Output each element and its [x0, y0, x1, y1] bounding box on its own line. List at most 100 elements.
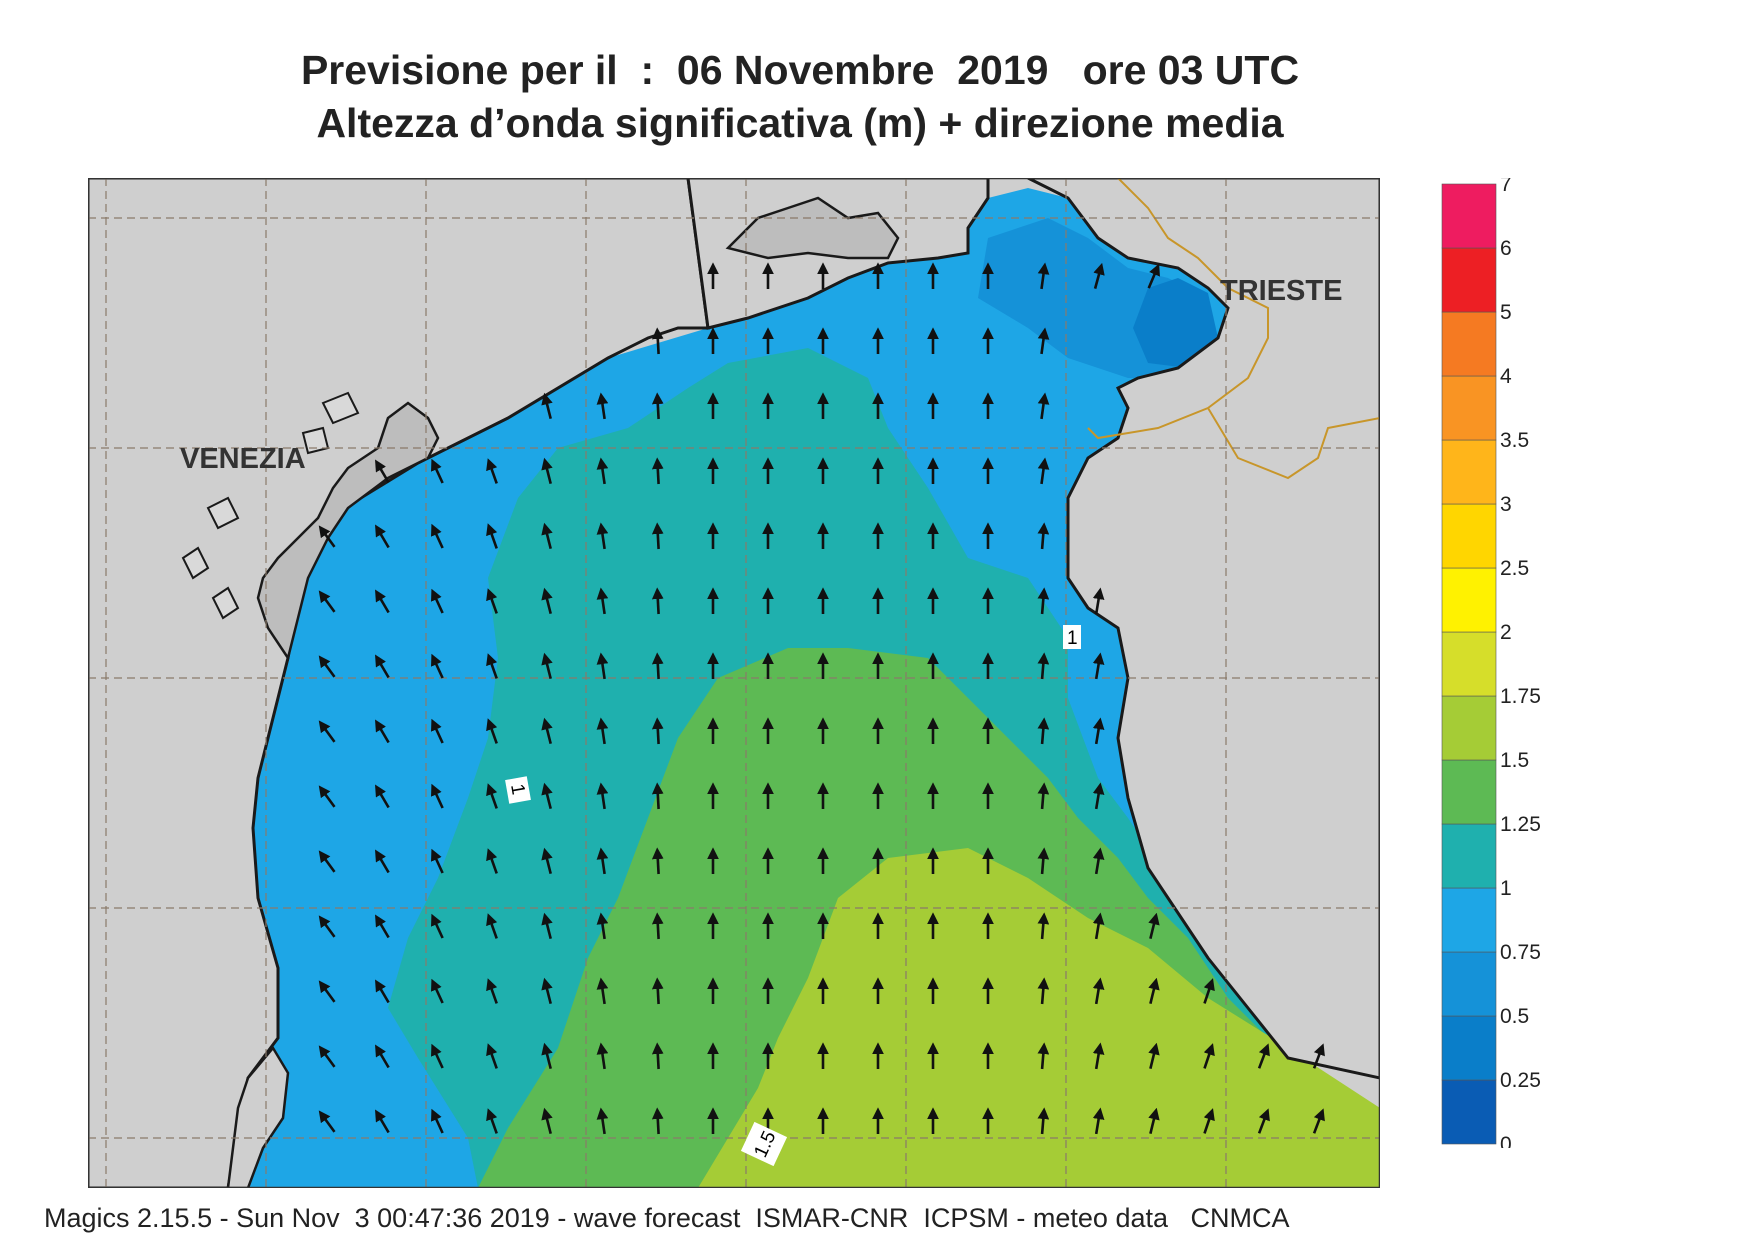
legend-label: 1.25 [1500, 813, 1541, 836]
wave-direction-arrow [651, 1042, 664, 1070]
wave-direction-arrow [1037, 262, 1050, 290]
wave-direction-arrow [431, 588, 444, 614]
wave-direction-arrow [651, 587, 664, 615]
legend-label: 3.5 [1500, 429, 1529, 452]
wave-direction-arrow [596, 522, 609, 550]
wave-direction-arrow [1037, 717, 1050, 745]
legend-swatch [1441, 567, 1497, 633]
wave-direction-arrow [1312, 1043, 1325, 1069]
legend-label: 5 [1500, 301, 1512, 324]
wave-direction-arrow [375, 459, 390, 484]
wave-direction-arrow [541, 1042, 553, 1070]
border-line [1087, 178, 1380, 480]
wave-direction-arrow [1092, 847, 1105, 875]
legend-label: 4 [1500, 365, 1512, 388]
legend-label: 6 [1500, 237, 1512, 260]
wave-direction-arrow [486, 913, 498, 939]
wave-direction-arrow [431, 653, 444, 679]
wave-direction-arrow [1092, 1107, 1105, 1135]
contour-label-1-west: 1 [505, 776, 531, 804]
wave-direction-arrow [651, 652, 664, 680]
wave-direction-arrow [318, 980, 336, 1003]
wave-direction-arrow [318, 525, 336, 548]
wave-direction-arrow [651, 1107, 664, 1135]
wave-direction-arrow [651, 327, 664, 355]
wave-direction-arrow [318, 785, 336, 808]
grid-lines [88, 178, 1380, 1188]
legend-swatch [1441, 759, 1497, 825]
wave-direction-arrow [486, 588, 498, 614]
wave-direction-arrow [1148, 912, 1160, 940]
wave-direction-arrow [431, 913, 444, 939]
wave-direction-arrow [1037, 522, 1050, 550]
wave-direction-arrow [431, 523, 444, 549]
wave-direction-arrow [596, 912, 609, 940]
wave-direction-arrow [375, 784, 390, 809]
wave-direction-arrow [375, 849, 390, 874]
legend-swatch [1441, 1079, 1497, 1145]
wave-direction-arrow [541, 522, 553, 550]
wave-direction-arrow [318, 655, 336, 678]
wave-direction-arrows [318, 262, 1325, 1135]
city-label-venezia: VENEZIA [180, 443, 306, 475]
wave-direction-arrow [1092, 1042, 1105, 1070]
legend-swatch [1441, 1015, 1497, 1081]
wave-direction-arrow [541, 782, 553, 810]
wave-direction-arrow [1092, 652, 1105, 680]
wave-direction-arrow [651, 392, 664, 420]
wave-direction-arrow [541, 912, 553, 940]
legend-swatch [1441, 951, 1497, 1017]
wave-direction-arrow [1257, 1043, 1270, 1069]
legend-label: 0.5 [1500, 1005, 1529, 1028]
wave-direction-arrow [1037, 587, 1050, 615]
contour-label-1-east: 1 [1063, 625, 1081, 649]
wave-direction-arrow [1037, 457, 1050, 485]
wave-direction-arrow [431, 1108, 444, 1134]
wave-direction-arrow [1092, 977, 1105, 1005]
wave-direction-arrow [596, 977, 609, 1005]
lagoon-islands [181, 391, 360, 620]
wave-direction-arrow [1092, 587, 1105, 615]
wave-direction-arrow [596, 392, 609, 420]
wave-direction-arrow [541, 457, 553, 485]
wave-direction-arrow [486, 718, 498, 744]
svg-text:1: 1 [1067, 628, 1078, 649]
wave-direction-arrow [1312, 1108, 1325, 1134]
wave-direction-arrow [651, 977, 664, 1005]
wave-direction-arrow [318, 1045, 336, 1068]
wave-direction-arrow [431, 783, 444, 809]
map-frame [88, 178, 1380, 1188]
wave-direction-arrow [375, 654, 390, 679]
wave-direction-arrow [486, 653, 498, 679]
wave-direction-arrow [541, 652, 553, 680]
wave-direction-arrow [1147, 263, 1160, 289]
wave-direction-arrow [486, 523, 498, 549]
wave-direction-arrow [1148, 977, 1160, 1005]
wave-direction-arrow [541, 587, 553, 615]
contour-label-1.5: 1.5 [740, 1121, 788, 1167]
wave-direction-arrow [486, 1108, 498, 1134]
legend-swatch [1441, 183, 1497, 249]
wave-direction-arrow [541, 847, 553, 875]
wave-direction-arrow [375, 1044, 390, 1069]
wave-direction-arrow [1148, 1042, 1160, 1070]
wave-direction-arrow [651, 717, 664, 745]
legend-label: 2 [1500, 621, 1512, 644]
wave-direction-arrow [651, 522, 664, 550]
wave-direction-arrow [596, 587, 609, 615]
legend-label: 7 [1500, 178, 1512, 196]
wave-direction-arrow [651, 782, 664, 810]
shade-1.5 [698, 848, 1380, 1188]
wave-direction-arrow [318, 590, 336, 613]
wave-direction-arrow [486, 783, 498, 809]
wave-direction-arrow [486, 978, 498, 1004]
wave-direction-arrow [541, 392, 553, 420]
wave-direction-arrow [1037, 782, 1050, 810]
color-legend: 0 0.25 0.5 0.75 1 1.25 1.5 1.75 2 2.5 3 3.5 4 5 6 7 [1441, 178, 1541, 1148]
wave-direction-arrow [375, 1109, 390, 1134]
legend-label: 1.5 [1500, 749, 1529, 772]
wave-direction-arrow [318, 850, 336, 873]
legend-label: 0 [1500, 1133, 1512, 1148]
legend-label: 1.75 [1500, 685, 1541, 708]
legend-swatch [1441, 887, 1497, 953]
